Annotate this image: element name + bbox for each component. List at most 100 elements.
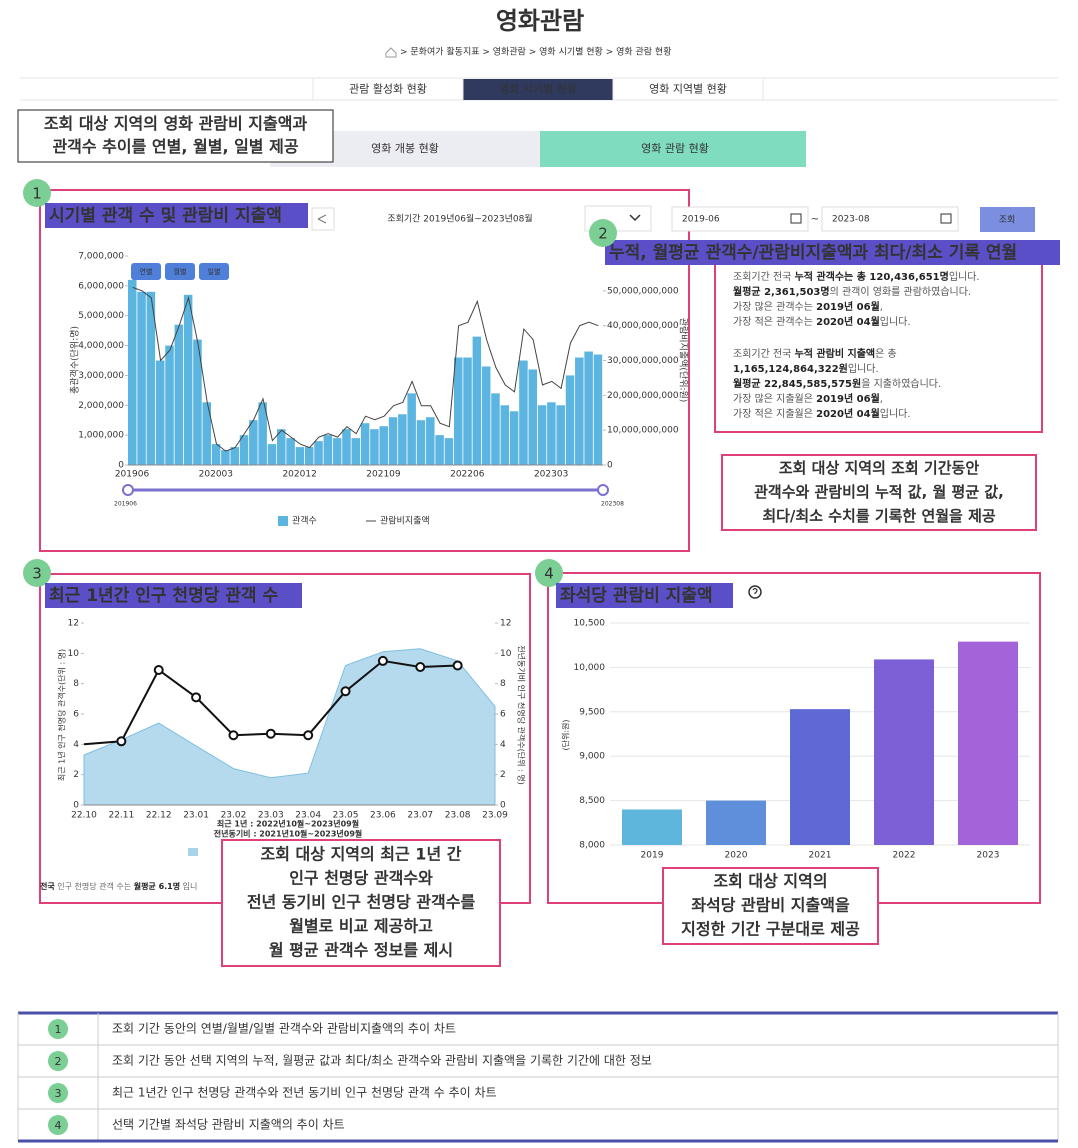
- summary-line: 가장 적은 관객수는 2020년 04월입니다.: [733, 315, 911, 328]
- granularity-button[interactable]: [199, 263, 229, 280]
- line-point: [153, 665, 164, 676]
- date-input[interactable]: [821, 206, 959, 232]
- legend-label: 관객수: [292, 516, 317, 527]
- area-series: [83, 648, 496, 806]
- summary-line: 월평균 22,845,585,575원을 지출하였습니다.: [733, 377, 941, 390]
- y-axis-title: 최근 1년 인구 천명당 관객수(단위 : 명): [57, 649, 67, 781]
- x-tick-label: 23.03: [258, 811, 284, 821]
- help-mark: [752, 587, 758, 594]
- bar: [128, 279, 137, 465]
- bar: [407, 393, 416, 465]
- x-tick-label: 202206: [450, 470, 485, 480]
- table-number: 2: [55, 1055, 62, 1068]
- line-point: [452, 660, 463, 671]
- note: 전국 인구 천명당 관객 수는 월평균 6.1명 입니: [40, 881, 197, 891]
- summary-segment: 입니다.: [880, 315, 911, 328]
- y2-axis-title: 관람비지출액(단위:원): [678, 318, 690, 403]
- badge: [589, 219, 617, 247]
- callout-line: 지정한 기간 구분대로 제공: [681, 920, 860, 939]
- home-icon: [385, 47, 397, 58]
- y2-tick-label: 6: [500, 710, 506, 720]
- y2-tick-label: 10,000,000,000: [607, 426, 679, 436]
- tab[interactable]: 관람 활성화 현황: [349, 82, 427, 96]
- note-segment: 인구 천명당 관객 수는: [55, 881, 134, 891]
- y2-tick-label: 30,000,000,000: [607, 356, 679, 366]
- tab[interactable]: 영화 시기별 현황: [499, 83, 577, 96]
- y2-tick-label: 8: [500, 679, 506, 689]
- y-tick-label: 12: [68, 619, 79, 629]
- callout-line: 월별로 비교 제공하고: [289, 917, 433, 936]
- bar: [332, 438, 342, 465]
- bar: [239, 435, 249, 465]
- bar: [398, 414, 407, 465]
- bar: [547, 402, 556, 465]
- date-value: 2023-08: [832, 215, 870, 225]
- table-text: 조회 기간 동안의 연별/월별/일별 관객수와 관람비지출액의 추이 차트: [112, 1022, 456, 1036]
- badge: [23, 179, 51, 207]
- y2-tick-label: 0: [500, 801, 506, 811]
- bar: [342, 429, 351, 465]
- summary-segment: 입니다.: [880, 407, 911, 420]
- summary-segment: 2020년 04월: [816, 407, 880, 420]
- bar: [593, 354, 603, 465]
- bar: [416, 420, 426, 465]
- x-tick-label: 23.06: [370, 811, 396, 821]
- bar: [874, 659, 934, 845]
- x-tick-label: 23.02: [221, 811, 247, 821]
- date-input[interactable]: [671, 206, 809, 232]
- bar: [155, 360, 165, 465]
- date-separator: ~: [811, 214, 819, 225]
- x-tick-label: 23.05: [333, 811, 359, 821]
- y2-axis-title: 전년동기비 인구 천명당 관객수(단위 : 명): [517, 645, 527, 784]
- bar: [360, 423, 370, 465]
- summary-segment: 조회기간 전국: [733, 271, 795, 283]
- help-icon[interactable]: [748, 585, 762, 599]
- x-tick-label: 22.11: [108, 811, 134, 821]
- bar: [575, 357, 584, 465]
- line-point: [191, 692, 202, 703]
- bar: [790, 709, 850, 845]
- granularity-button[interactable]: [131, 263, 161, 280]
- y-tick-label: 8,500: [579, 796, 605, 806]
- subtab[interactable]: 영화 관람 현황: [641, 142, 709, 155]
- subtab[interactable]: 영화 개봉 현황: [371, 142, 439, 155]
- bar: [323, 435, 333, 465]
- breadcrumb: > 문화여가 활동지표 > 영화관람 > 영화 시기별 현황 > 영화 관람 현…: [400, 46, 672, 58]
- y-tick-label: 0: [118, 461, 124, 471]
- y-tick-label: 9,500: [579, 707, 605, 717]
- range-handle[interactable]: [597, 484, 609, 496]
- x-tick-label: 202109: [366, 470, 401, 480]
- tab[interactable]: 영화 지역별 현황: [649, 83, 727, 96]
- callout-line: 조회 대상 지역의 조회 기간동안: [779, 459, 979, 477]
- line-point: [265, 728, 276, 739]
- y-tick-label: 1,000,000: [78, 431, 124, 441]
- summary-segment: 2019년 06월: [816, 392, 880, 405]
- bar: [622, 809, 682, 845]
- bar: [565, 375, 575, 465]
- bar: [958, 641, 1018, 845]
- summary-segment: 의 관객이 영화를 관람하였습니다.: [830, 285, 972, 298]
- x-tick-label: 2021: [809, 851, 832, 861]
- summary-segment: ,: [880, 394, 883, 405]
- y2-tick-label: 20,000,000,000: [607, 391, 679, 401]
- summary-segment: 입니다.: [848, 362, 879, 375]
- bar: [286, 438, 295, 465]
- granularity-button[interactable]: [165, 263, 195, 280]
- x-tick-label: 22.12: [146, 811, 172, 821]
- range-handle[interactable]: [122, 484, 134, 496]
- bar: [314, 441, 323, 465]
- search-button[interactable]: [980, 207, 1035, 232]
- summary-segment: 1,165,124,864,322원: [733, 362, 848, 375]
- bar: [444, 438, 454, 465]
- bar: [481, 366, 491, 465]
- callout-line: 관객수와 관람비의 누적 값, 월 평균 값,: [754, 483, 1004, 501]
- table-badge: [48, 1051, 68, 1071]
- page-title: 영화관람: [496, 7, 584, 35]
- summary-segment: 2019년 06월: [816, 300, 880, 313]
- y-tick-label: 7,000,000: [78, 252, 124, 262]
- x-tick-label: 23.04: [295, 811, 321, 821]
- share-button[interactable]: [311, 207, 335, 231]
- badge-number: 4: [544, 565, 554, 583]
